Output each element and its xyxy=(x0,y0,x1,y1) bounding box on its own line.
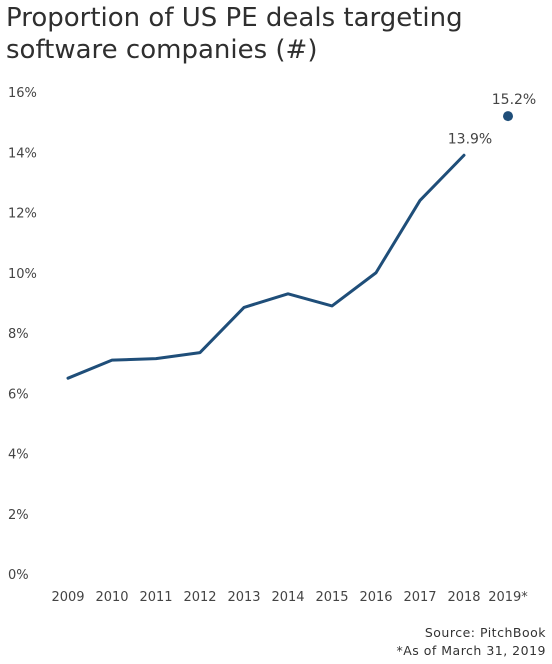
x-tick-label: 2012 xyxy=(183,590,216,605)
y-axis: 0% 2% 4% 6% 8% 10% 12% 14% 16% xyxy=(8,86,37,583)
data-label: 13.9% xyxy=(448,131,492,147)
x-tick-label: 2019* xyxy=(488,590,528,605)
y-tick-label: 2% xyxy=(8,508,29,523)
y-tick-label: 12% xyxy=(8,207,37,222)
x-tick-label: 2013 xyxy=(227,590,260,605)
data-label: 15.2% xyxy=(492,92,536,108)
series-line xyxy=(66,153,466,380)
y-tick-label: 8% xyxy=(8,327,29,342)
x-tick-label: 2011 xyxy=(139,590,172,605)
y-tick-label: 16% xyxy=(8,86,37,101)
chart-title-line-2: software companies (#) xyxy=(6,35,318,65)
x-tick-label: 2015 xyxy=(315,590,348,605)
series-layer xyxy=(66,111,513,380)
data-labels: 13.9% 15.2% xyxy=(448,92,536,147)
x-tick-label: 2014 xyxy=(271,590,304,605)
chart-title: Proportion of US PE deals targeting soft… xyxy=(6,2,546,66)
x-tick-label: 2017 xyxy=(403,590,436,605)
x-tick-label: 2010 xyxy=(95,590,128,605)
y-tick-label: 0% xyxy=(8,568,29,583)
y-tick-label: 6% xyxy=(8,387,29,402)
chart-title-line-1: Proportion of US PE deals targeting xyxy=(6,3,463,33)
x-axis: 2009 2010 2011 2012 2013 2014 2015 2016 2017 2018… xyxy=(51,590,528,605)
footnote-text: *As of March 31, 2019 xyxy=(396,643,546,658)
source-text: Source: PitchBook xyxy=(424,625,546,640)
series-point-2019 xyxy=(503,111,513,122)
x-tick-label: 2016 xyxy=(359,590,392,605)
y-tick-label: 14% xyxy=(8,146,37,161)
y-tick-label: 4% xyxy=(8,448,29,463)
x-tick-label: 2018 xyxy=(447,590,480,605)
footer: Source: PitchBook *As of March 31, 2019 xyxy=(396,624,546,660)
x-tick-label: 2009 xyxy=(51,590,84,605)
y-tick-label: 10% xyxy=(8,267,37,282)
